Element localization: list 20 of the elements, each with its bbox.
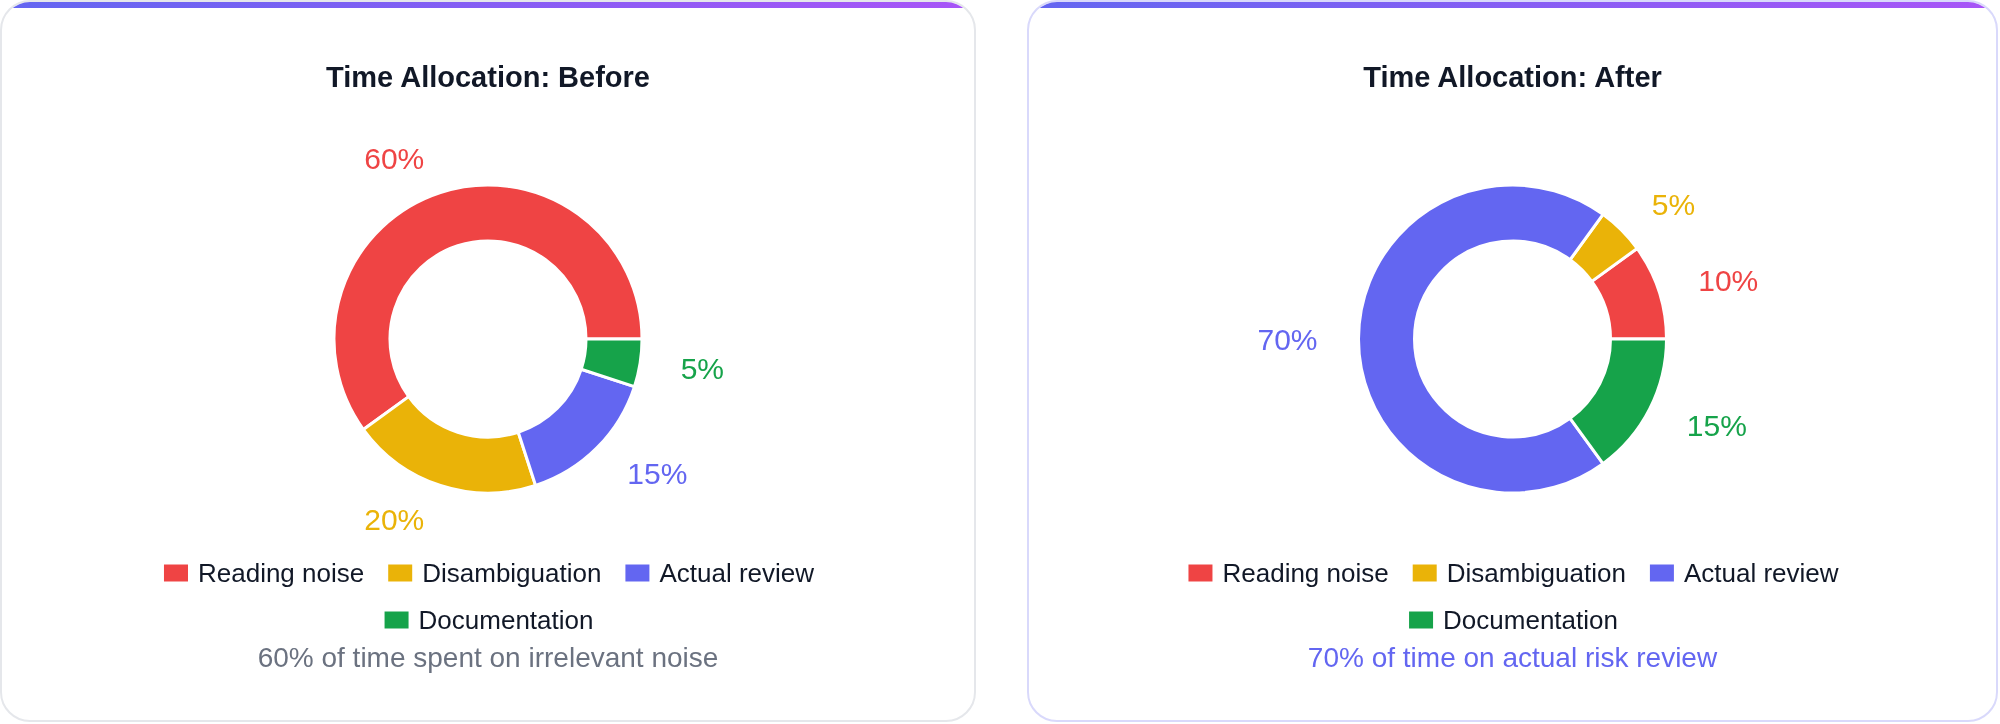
data-label: 70% — [1257, 322, 1318, 356]
data-label: 5% — [1651, 188, 1696, 222]
chart-title: Time Allocation: After — [1363, 60, 1662, 93]
legend-label: Documentation — [1443, 605, 1618, 635]
data-label: 60% — [364, 141, 425, 175]
chart-title: Time Allocation: Before — [326, 60, 650, 93]
data-label: 15% — [627, 456, 688, 490]
data-label: 5% — [680, 352, 725, 386]
text: 70% of time on actual risk review — [1307, 641, 1718, 673]
legend-label: Reading noise — [1222, 558, 1389, 588]
legend-label: Disambiguation — [1446, 558, 1626, 588]
data-label: 15% — [1686, 408, 1747, 442]
data-label: 10% — [1698, 263, 1759, 297]
legend-label: Reading noise — [197, 558, 365, 588]
legend-label: Disambiguation — [422, 558, 602, 588]
legend-label: Actual review — [659, 558, 815, 588]
legend-label: Actual review — [1683, 558, 1839, 588]
text: 60% of time spent on irrelevant noise — [257, 641, 719, 673]
data-label: 20% — [364, 503, 425, 537]
legend-label: Documentation — [418, 605, 594, 635]
